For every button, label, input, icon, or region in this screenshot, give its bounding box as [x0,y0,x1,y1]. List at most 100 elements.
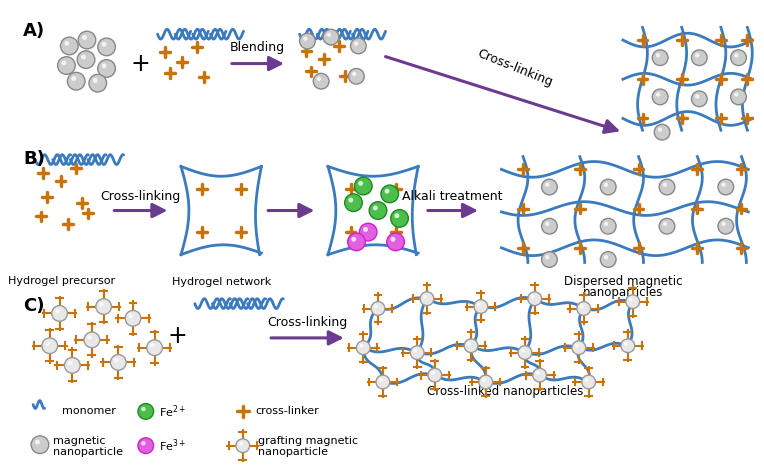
Circle shape [111,355,126,370]
Circle shape [151,343,154,348]
Circle shape [577,302,591,315]
Circle shape [521,349,525,352]
Circle shape [299,33,316,49]
Circle shape [359,223,377,241]
Circle shape [78,31,96,49]
Circle shape [531,295,535,298]
Circle shape [357,341,370,355]
Circle shape [394,213,400,218]
Circle shape [363,227,368,232]
Circle shape [477,303,481,307]
Circle shape [317,77,321,81]
Circle shape [138,438,154,454]
Text: Cross-linking: Cross-linking [475,47,555,89]
Circle shape [695,94,699,99]
Circle shape [348,69,364,84]
Text: C): C) [23,297,45,315]
Circle shape [604,222,608,226]
Circle shape [528,292,542,306]
Circle shape [68,361,73,365]
Text: nanoparticle: nanoparticle [53,447,123,456]
Circle shape [474,300,487,314]
Circle shape [239,442,243,446]
Text: Cross-linking: Cross-linking [101,190,181,203]
Text: Fe$^{3+}$: Fe$^{3+}$ [160,438,187,454]
Circle shape [482,378,486,382]
Circle shape [718,219,733,234]
Circle shape [656,53,660,58]
Circle shape [326,33,331,37]
Circle shape [128,314,133,318]
Circle shape [359,344,363,348]
Circle shape [428,368,442,382]
Circle shape [92,78,98,83]
Circle shape [658,128,662,132]
Text: monomer: monomer [63,406,116,416]
Circle shape [695,53,699,58]
Circle shape [125,310,141,326]
Circle shape [545,255,549,259]
Circle shape [652,89,668,105]
Circle shape [662,183,667,187]
Circle shape [138,403,154,419]
Text: nanoparticles: nanoparticles [583,286,663,299]
Circle shape [734,53,739,58]
Circle shape [99,302,104,307]
Circle shape [384,189,390,194]
Text: Cross-linked nanoparticles: Cross-linked nanoparticles [427,385,584,398]
Circle shape [420,292,434,306]
Circle shape [584,378,588,382]
Circle shape [351,237,356,242]
Circle shape [601,179,616,195]
Circle shape [410,346,424,359]
Circle shape [479,375,493,389]
Circle shape [67,72,85,90]
Circle shape [369,201,387,219]
Circle shape [345,194,362,211]
Circle shape [721,183,726,187]
Circle shape [518,346,532,359]
Text: +: + [167,324,187,348]
Circle shape [82,35,87,40]
Circle shape [81,54,86,60]
Circle shape [84,332,100,348]
Circle shape [57,57,75,74]
Text: cross-linker: cross-linker [255,406,319,416]
Circle shape [730,50,746,66]
Circle shape [373,205,377,210]
Text: magnetic: magnetic [53,436,105,446]
Circle shape [581,375,595,389]
Circle shape [61,61,66,65]
Circle shape [52,306,67,321]
Circle shape [348,198,353,202]
Circle shape [545,222,549,226]
Circle shape [465,339,478,352]
Circle shape [351,38,366,54]
Circle shape [730,89,746,105]
Circle shape [536,371,539,375]
Circle shape [734,92,739,96]
Circle shape [691,91,707,107]
Circle shape [55,309,60,313]
Circle shape [96,299,112,315]
Circle shape [601,219,616,234]
Circle shape [656,92,660,96]
Circle shape [413,349,417,352]
Circle shape [626,295,639,308]
Circle shape [141,407,146,411]
Circle shape [652,50,668,66]
Circle shape [374,305,378,308]
Circle shape [604,183,608,187]
Circle shape [352,72,357,76]
Circle shape [629,298,633,301]
Circle shape [236,439,250,453]
Text: Fe$^{2+}$: Fe$^{2+}$ [160,403,187,420]
Circle shape [348,233,365,251]
Circle shape [376,375,390,389]
Circle shape [88,335,92,340]
Circle shape [654,124,670,140]
Circle shape [604,255,608,259]
Text: B): B) [23,150,45,168]
Circle shape [358,181,363,186]
Circle shape [580,305,584,308]
